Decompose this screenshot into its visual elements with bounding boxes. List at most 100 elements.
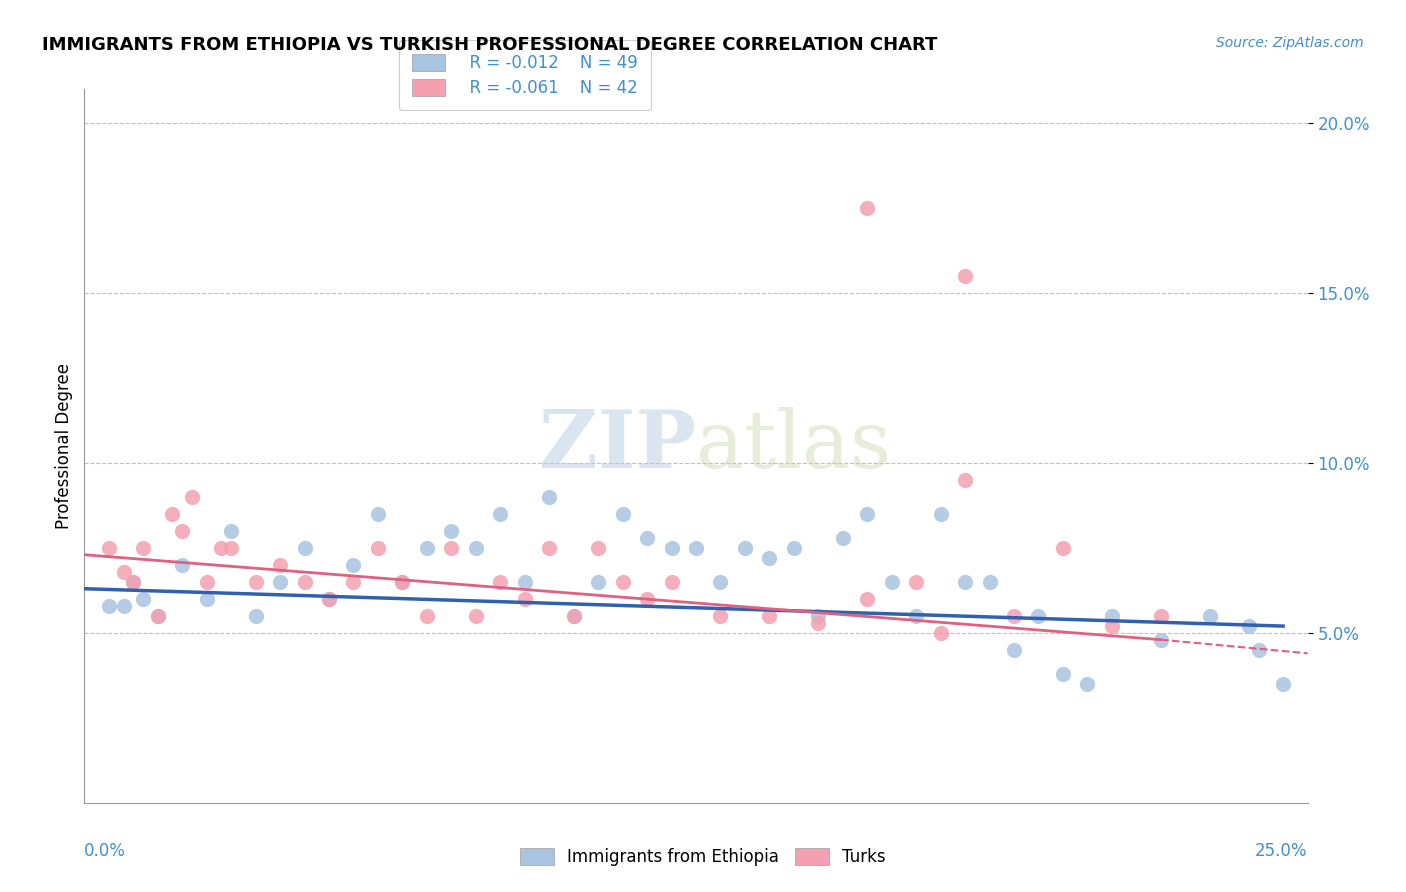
Point bbox=[953, 473, 976, 487]
Point bbox=[489, 507, 512, 521]
Text: 25.0%: 25.0% bbox=[1256, 842, 1308, 860]
Point bbox=[269, 558, 291, 572]
Point bbox=[162, 507, 184, 521]
Point bbox=[122, 574, 145, 589]
Point bbox=[367, 541, 389, 555]
Point bbox=[783, 541, 806, 555]
Point bbox=[807, 615, 830, 630]
Point bbox=[416, 541, 439, 555]
Point bbox=[1076, 677, 1098, 691]
Text: atlas: atlas bbox=[696, 407, 891, 485]
Point bbox=[146, 608, 169, 623]
Point bbox=[636, 531, 658, 545]
Point bbox=[953, 269, 976, 284]
Point bbox=[758, 608, 780, 623]
Point bbox=[1101, 608, 1123, 623]
Point bbox=[1101, 619, 1123, 633]
Point bbox=[146, 608, 169, 623]
Point bbox=[464, 541, 486, 555]
Point bbox=[219, 541, 242, 555]
Point bbox=[342, 574, 364, 589]
Point bbox=[269, 574, 291, 589]
Point bbox=[979, 574, 1001, 589]
Point bbox=[342, 558, 364, 572]
Point bbox=[586, 574, 609, 589]
Point bbox=[1002, 643, 1025, 657]
Point bbox=[391, 574, 413, 589]
Point bbox=[181, 490, 204, 504]
Point bbox=[318, 591, 340, 606]
Text: ZIP: ZIP bbox=[538, 407, 696, 485]
Point bbox=[856, 201, 879, 215]
Point bbox=[1198, 608, 1220, 623]
Point bbox=[709, 574, 731, 589]
Point bbox=[538, 541, 561, 555]
Point bbox=[132, 591, 155, 606]
Point bbox=[245, 608, 267, 623]
Point bbox=[661, 541, 683, 555]
Point bbox=[440, 541, 463, 555]
Point bbox=[929, 626, 952, 640]
Point bbox=[318, 591, 340, 606]
Point bbox=[1052, 541, 1074, 555]
Point bbox=[1150, 632, 1173, 647]
Point bbox=[661, 574, 683, 589]
Point bbox=[209, 541, 232, 555]
Point bbox=[112, 565, 135, 579]
Point bbox=[513, 591, 536, 606]
Point bbox=[1150, 608, 1173, 623]
Point bbox=[538, 490, 561, 504]
Y-axis label: Professional Degree: Professional Degree bbox=[55, 363, 73, 529]
Point bbox=[195, 574, 218, 589]
Legend:   R = -0.012    N = 49,   R = -0.061    N = 42: R = -0.012 N = 49, R = -0.061 N = 42 bbox=[399, 40, 651, 110]
Point bbox=[562, 608, 585, 623]
Point bbox=[734, 541, 756, 555]
Point bbox=[905, 608, 928, 623]
Point bbox=[1052, 666, 1074, 681]
Point bbox=[112, 599, 135, 613]
Point bbox=[856, 591, 879, 606]
Point bbox=[612, 574, 634, 589]
Point bbox=[1237, 619, 1260, 633]
Point bbox=[489, 574, 512, 589]
Text: Source: ZipAtlas.com: Source: ZipAtlas.com bbox=[1216, 36, 1364, 50]
Point bbox=[929, 507, 952, 521]
Text: IMMIGRANTS FROM ETHIOPIA VS TURKISH PROFESSIONAL DEGREE CORRELATION CHART: IMMIGRANTS FROM ETHIOPIA VS TURKISH PROF… bbox=[42, 36, 938, 54]
Point bbox=[831, 531, 853, 545]
Point bbox=[880, 574, 903, 589]
Legend: Immigrants from Ethiopia, Turks: Immigrants from Ethiopia, Turks bbox=[512, 840, 894, 875]
Point bbox=[172, 558, 194, 572]
Point bbox=[1272, 677, 1295, 691]
Text: 0.0%: 0.0% bbox=[84, 842, 127, 860]
Point bbox=[685, 541, 707, 555]
Point bbox=[807, 608, 830, 623]
Point bbox=[586, 541, 609, 555]
Point bbox=[1028, 608, 1050, 623]
Point bbox=[416, 608, 439, 623]
Point bbox=[245, 574, 267, 589]
Point bbox=[562, 608, 585, 623]
Point bbox=[758, 551, 780, 566]
Point bbox=[132, 541, 155, 555]
Point bbox=[97, 599, 120, 613]
Point bbox=[636, 591, 658, 606]
Point bbox=[905, 574, 928, 589]
Point bbox=[195, 591, 218, 606]
Point bbox=[172, 524, 194, 538]
Point bbox=[294, 541, 316, 555]
Point bbox=[953, 574, 976, 589]
Point bbox=[122, 574, 145, 589]
Point bbox=[513, 574, 536, 589]
Point bbox=[367, 507, 389, 521]
Point bbox=[391, 574, 413, 589]
Point bbox=[856, 507, 879, 521]
Point bbox=[1002, 608, 1025, 623]
Point bbox=[612, 507, 634, 521]
Point bbox=[97, 541, 120, 555]
Point bbox=[440, 524, 463, 538]
Point bbox=[464, 608, 486, 623]
Point bbox=[294, 574, 316, 589]
Point bbox=[709, 608, 731, 623]
Point bbox=[219, 524, 242, 538]
Point bbox=[1247, 643, 1270, 657]
